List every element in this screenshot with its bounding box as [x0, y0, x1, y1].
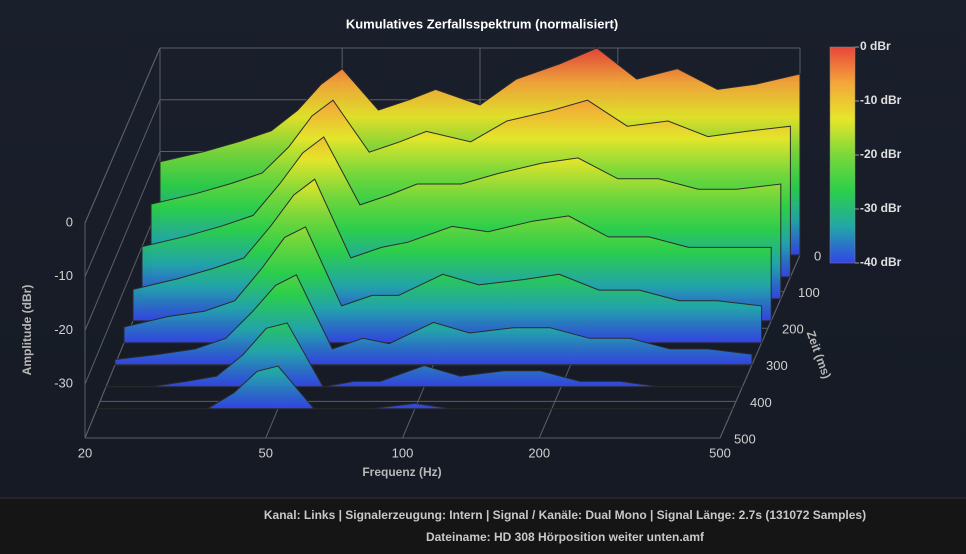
t-tick-label: 100 — [798, 285, 820, 300]
grid-line — [84, 203, 161, 385]
y-axis-label: Amplitude (dBr) — [20, 285, 34, 376]
decay-slice — [96, 365, 734, 410]
colorbar — [829, 46, 856, 264]
colorbar-label: -30 dBr — [860, 201, 902, 215]
x-tick-label: 20 — [78, 445, 92, 460]
x-tick-label: 50 — [259, 445, 273, 460]
grid-line — [719, 254, 801, 439]
x-axis-label: Frequenz (Hz) — [362, 465, 441, 479]
footer-file: Dateiname: HD 308 Hörposition weiter unt… — [426, 530, 705, 544]
colorbar-label: -10 dBr — [860, 93, 902, 107]
t-tick-label: 300 — [766, 358, 788, 373]
colorbar-label: 0 dBr — [860, 39, 891, 53]
x-tick-label: 200 — [528, 445, 550, 460]
grid-line — [84, 99, 161, 277]
footer-info: Kanal: Links | Signalerzeugung: Intern |… — [264, 508, 866, 522]
t-tick-label: 400 — [750, 395, 772, 410]
t-tick-label: 500 — [734, 431, 756, 446]
x-tick-label: 500 — [709, 445, 731, 460]
t-tick-label: 200 — [782, 322, 804, 337]
grid-line — [84, 151, 161, 331]
chart-title: Kumulatives Zerfallsspektrum (normalisie… — [346, 16, 618, 31]
y-tick-label: -10 — [54, 268, 73, 283]
footer-bar — [0, 498, 966, 554]
colorbar-label: -20 dBr — [860, 147, 902, 161]
x-tick-label: 100 — [392, 445, 414, 460]
grid-line — [84, 47, 161, 224]
t-tick-label: 0 — [814, 248, 821, 263]
y-tick-label: 0 — [66, 214, 73, 229]
y-tick-label: -20 — [54, 322, 73, 337]
colorbar-label: -40 dBr — [860, 255, 902, 269]
y-tick-label: -30 — [54, 376, 73, 391]
